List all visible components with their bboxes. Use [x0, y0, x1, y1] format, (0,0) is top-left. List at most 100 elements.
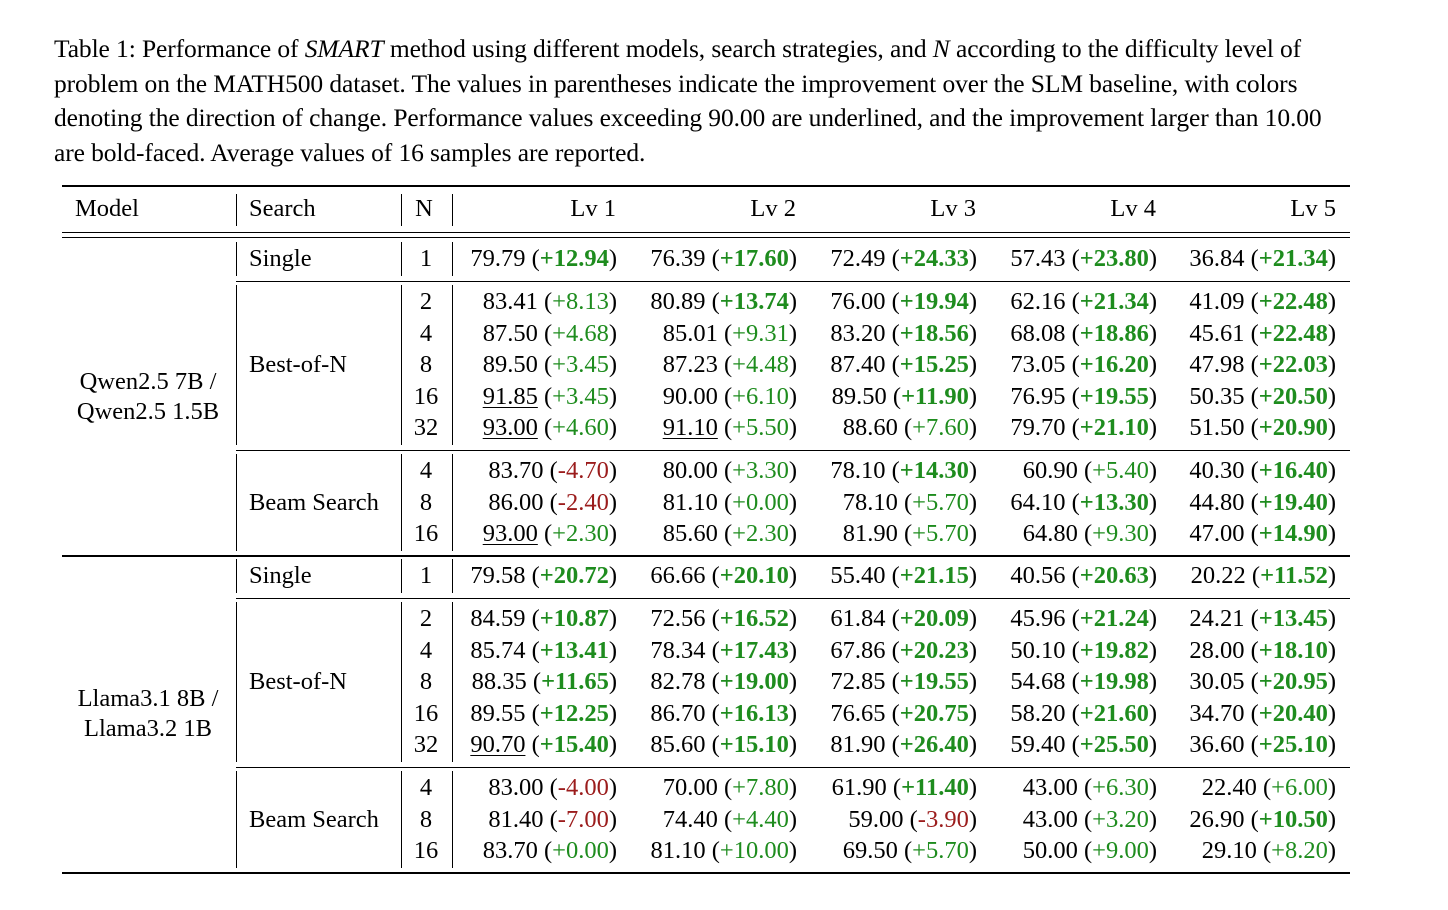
improvement-delta: +20.95	[1258, 668, 1328, 695]
improvement-delta: +26.40	[899, 731, 969, 758]
improvement-delta: +17.60	[719, 245, 789, 272]
table-cell: 20.22 (+11.52)	[1190, 562, 1336, 589]
column-separator	[452, 285, 454, 445]
score-value: 72.85	[830, 668, 886, 695]
column-separator	[401, 559, 403, 593]
improvement-delta: +4.48	[732, 351, 789, 378]
improvement-delta: +20.40	[1258, 699, 1328, 727]
score-value: 90.70	[470, 731, 526, 758]
score-value: 28.00	[1189, 636, 1245, 664]
improvement-delta: +3.45	[552, 351, 609, 378]
header-lv5: Lv 5	[1290, 195, 1336, 222]
n-value: 4	[419, 319, 433, 347]
table-caption: Table 1: Performance of SMART method usi…	[54, 32, 1354, 170]
table-cell: 40.56 (+20.63)	[1010, 562, 1157, 589]
table-cell: 81.10 (+10.00)	[650, 837, 797, 864]
model-name-line2: Llama3.2 1B	[84, 714, 212, 742]
table-cell: 82.78 (+19.00)	[650, 668, 797, 695]
score-value: 64.80	[1022, 520, 1078, 547]
score-value: 81.10	[650, 837, 706, 864]
improvement-delta: +23.80	[1079, 245, 1149, 272]
column-separator	[452, 602, 454, 762]
improvement-delta: -4.00	[557, 774, 609, 801]
n-value: 16	[413, 382, 439, 410]
table-cell: 78.10 (+14.30)	[830, 457, 977, 484]
table-cell: 50.35 (+20.50)	[1189, 382, 1336, 410]
improvement-delta: +21.24	[1079, 605, 1149, 632]
header-lv3: Lv 3	[930, 195, 976, 222]
score-value: 83.20	[830, 319, 886, 347]
n-value: 8	[419, 668, 433, 695]
score-value: 87.40	[830, 351, 886, 378]
table-cell: 26.90 (+10.50)	[1189, 805, 1336, 833]
n-value: 2	[419, 605, 433, 632]
n-value: 2	[419, 288, 433, 315]
score-value: 54.68	[1010, 668, 1066, 695]
model-group-rule	[62, 555, 1350, 557]
table-cell: 89.55 (+12.25)	[470, 699, 617, 727]
search-block-rule	[236, 449, 1350, 451]
caption-method-name: SMART	[304, 34, 384, 63]
improvement-delta: +18.56	[899, 319, 969, 347]
n-value: 4	[419, 457, 433, 484]
table-cell: 93.00 (+2.30)	[482, 520, 617, 547]
table-cell: 45.96 (+21.24)	[1010, 605, 1157, 632]
header-double-rule	[62, 232, 1350, 233]
improvement-delta: +3.30	[732, 457, 789, 484]
search-strategy-label: Beam Search	[249, 805, 379, 833]
score-value: 55.40	[830, 562, 886, 589]
improvement-delta: +11.65	[541, 668, 609, 695]
table-cell: 64.80 (+9.30)	[1022, 520, 1157, 547]
table-cell: 34.70 (+20.40)	[1189, 699, 1336, 727]
table-cell: 85.60 (+15.10)	[650, 731, 797, 758]
score-value: 79.79	[470, 245, 526, 272]
header-lv4: Lv 4	[1110, 195, 1156, 222]
score-value: 82.78	[650, 668, 706, 695]
improvement-delta: +6.30	[1092, 774, 1149, 801]
score-value: 89.55	[470, 699, 526, 727]
improvement-delta: +17.43	[719, 636, 789, 664]
header-lv1: Lv 1	[570, 195, 616, 222]
improvement-delta: +22.03	[1258, 351, 1328, 378]
column-separator	[401, 454, 403, 551]
n-value: 8	[419, 351, 433, 378]
improvement-delta: +7.60	[912, 414, 969, 441]
improvement-delta: +0.00	[732, 488, 789, 516]
column-separator	[401, 242, 403, 276]
score-value: 64.10	[1010, 488, 1066, 516]
score-value: 83.70	[488, 457, 544, 484]
table-cell: 79.58 (+20.72)	[470, 562, 617, 589]
table-cell: 86.70 (+16.13)	[650, 699, 797, 727]
improvement-delta: +14.90	[1258, 520, 1328, 547]
caption-label: Table 1:	[54, 34, 136, 63]
score-value: 85.74	[470, 636, 526, 664]
n-value: 1	[419, 562, 433, 589]
table-cell: 60.90 (+5.40)	[1022, 457, 1157, 484]
column-separator	[401, 285, 403, 445]
table-cell: 24.21 (+13.45)	[1189, 605, 1336, 632]
score-value: 86.70	[650, 699, 706, 727]
score-value: 47.00	[1189, 520, 1245, 547]
score-value: 60.90	[1022, 457, 1078, 484]
column-separator	[236, 454, 238, 551]
header-n: N	[415, 195, 433, 222]
improvement-delta: +21.10	[1079, 414, 1149, 441]
improvement-delta: +3.45	[552, 382, 609, 410]
score-value: 89.50	[831, 382, 887, 410]
n-value: 32	[413, 414, 439, 441]
table-cell: 54.68 (+19.98)	[1010, 668, 1157, 695]
table-cell: 70.00 (+7.80)	[662, 774, 797, 801]
table-cell: 89.50 (+3.45)	[482, 351, 617, 378]
header-separator	[236, 194, 238, 226]
improvement-delta: +12.25	[539, 699, 609, 727]
table-cell: 30.05 (+20.95)	[1189, 668, 1336, 695]
improvement-delta: +12.94	[539, 245, 609, 272]
score-value: 79.70	[1010, 414, 1066, 441]
table-cell: 50.10 (+19.82)	[1010, 636, 1157, 664]
score-value: 84.59	[470, 605, 526, 632]
table-cell: 80.89 (+13.74)	[650, 288, 797, 315]
improvement-delta: +16.40	[1258, 457, 1328, 484]
improvement-delta: +11.40	[901, 774, 969, 801]
score-value: 26.90	[1189, 805, 1245, 833]
table-cell: 59.00 (-3.90)	[848, 805, 977, 833]
